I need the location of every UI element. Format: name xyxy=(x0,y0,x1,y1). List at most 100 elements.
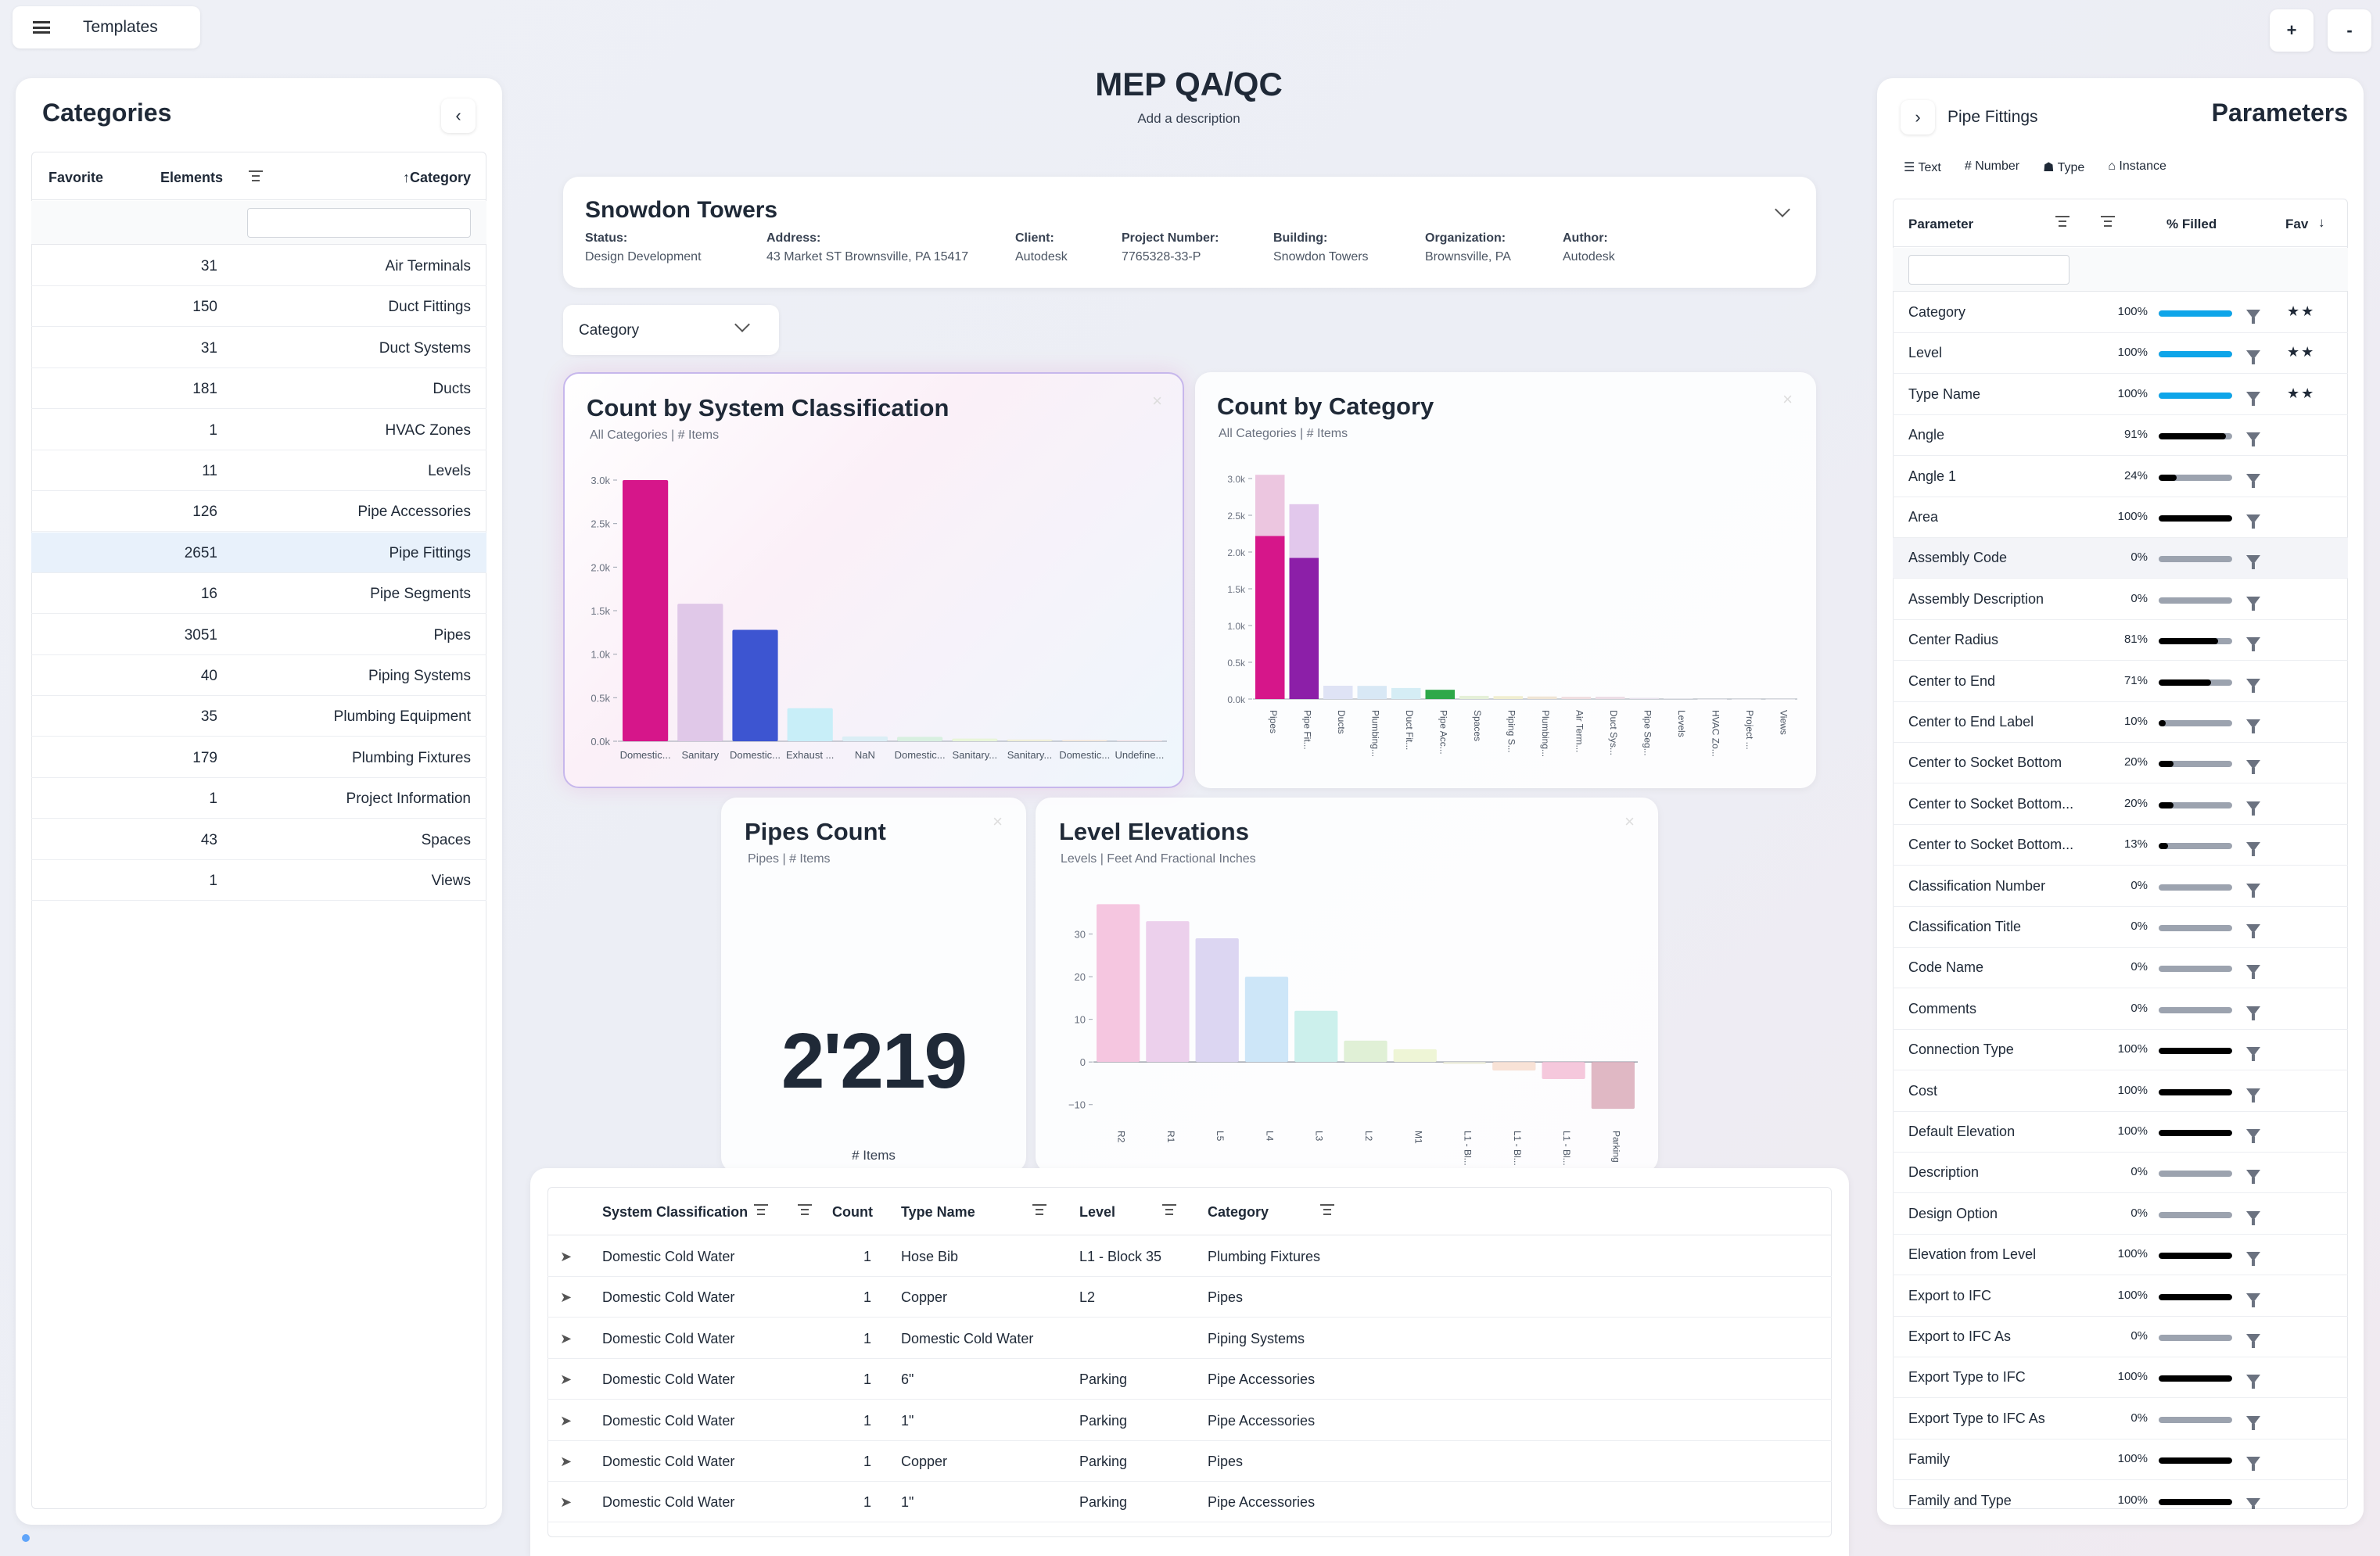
filter-funnel-icon[interactable] xyxy=(2246,1290,2260,1307)
table-row[interactable]: ➤ Domestic Cold Water 1 6" Parking Pipe Acces… xyxy=(547,1359,1832,1400)
category-row[interactable]: 16 Pipe Segments xyxy=(31,573,486,615)
filter-funnel-icon[interactable] xyxy=(2246,347,2260,365)
parameter-row[interactable]: Description 0% xyxy=(1893,1153,2348,1194)
category-row[interactable]: 150 Duct Fittings xyxy=(31,286,486,328)
filter-funnel-icon[interactable] xyxy=(2246,593,2260,611)
parameter-row[interactable]: Comments 0% xyxy=(1893,989,2348,1030)
row-select-icon[interactable]: ➤ xyxy=(560,1289,573,1306)
filter-instance-button[interactable]: ⌂ Instance xyxy=(2108,160,2166,173)
parameter-row[interactable]: Export to IFC 100% xyxy=(1893,1276,2348,1317)
table-row[interactable]: ➤ Domestic Cold Water 1 Hose Bib L1 - Block … xyxy=(547,1236,1832,1277)
category-row[interactable]: 181 Ducts xyxy=(31,368,486,410)
parameter-filter-input[interactable] xyxy=(1908,255,2069,285)
parameter-row[interactable]: Design Option 0% xyxy=(1893,1194,2348,1235)
row-select-icon[interactable]: ➤ xyxy=(560,1412,573,1429)
menu-button[interactable]: Templates xyxy=(13,6,200,48)
filter-icon[interactable] xyxy=(754,1204,768,1215)
category-row[interactable]: 1 Views xyxy=(31,860,486,901)
category-row[interactable]: 1 HVAC Zones xyxy=(31,410,486,450)
filter-funnel-icon[interactable] xyxy=(2246,676,2260,693)
close-icon[interactable]: × xyxy=(993,812,1003,831)
category-row[interactable]: 31 Air Terminals xyxy=(31,246,486,286)
count-header[interactable]: Count xyxy=(832,1204,873,1220)
category-filter-input[interactable] xyxy=(247,208,471,238)
parameter-column-header[interactable]: Parameter xyxy=(1908,217,1974,231)
row-select-icon[interactable]: ➤ xyxy=(560,1249,573,1264)
category-row[interactable]: 31 Duct Systems xyxy=(31,328,486,368)
filter-funnel-icon[interactable] xyxy=(2246,1003,2260,1020)
filter-funnel-icon[interactable] xyxy=(2246,921,2260,938)
filter-funnel-icon[interactable] xyxy=(2246,716,2260,733)
category-row[interactable]: 40 Piping Systems xyxy=(31,655,486,696)
filter-funnel-icon[interactable] xyxy=(2246,1126,2260,1143)
filter-funnel-icon[interactable] xyxy=(2246,634,2260,652)
parameter-row[interactable]: Export to IFC As 0% xyxy=(1893,1317,2348,1357)
zoom-out-button[interactable]: - xyxy=(2328,9,2371,52)
parameter-row[interactable]: Classification Title 0% xyxy=(1893,907,2348,948)
level-elevations-chart-card[interactable]: Level Elevations Levels | Feet And Fract… xyxy=(1036,798,1658,1173)
row-select-icon[interactable]: ➤ xyxy=(560,1371,573,1388)
parameter-row[interactable]: Center Radius 81% xyxy=(1893,620,2348,661)
category-row[interactable]: 11 Levels xyxy=(31,450,486,491)
category-column-header[interactable]: ↑Category xyxy=(402,170,471,185)
filled-column-header[interactable]: % Filled xyxy=(2166,217,2217,231)
filter-type-button[interactable]: ☗ Type xyxy=(2043,161,2085,174)
filter-funnel-icon[interactable] xyxy=(2246,880,2260,898)
parameter-row[interactable]: Center to End 71% xyxy=(1893,661,2348,702)
filter-icon[interactable] xyxy=(1162,1204,1176,1215)
filter-funnel-icon[interactable] xyxy=(2246,798,2260,816)
filter-funnel-icon[interactable] xyxy=(2246,511,2260,529)
row-select-icon[interactable]: ➤ xyxy=(560,1454,573,1469)
filter-funnel-icon[interactable] xyxy=(2246,1208,2260,1225)
page-description[interactable]: Add a description xyxy=(1137,111,1240,126)
system-classification-header[interactable]: System Classification xyxy=(602,1204,748,1220)
row-select-icon[interactable]: ➤ xyxy=(560,1330,573,1346)
parameter-row[interactable]: Level 100% ★★ xyxy=(1893,333,2348,375)
filter-funnel-icon[interactable] xyxy=(2246,962,2260,980)
filter-text-button[interactable]: ☰ Text xyxy=(1904,161,1941,174)
type-name-header[interactable]: Type Name xyxy=(901,1204,975,1220)
parameter-row[interactable]: Code Name 0% xyxy=(1893,948,2348,989)
filter-icon[interactable] xyxy=(1032,1204,1046,1215)
pipes-count-card[interactable]: Pipes Count Pipes | # Items × 2'219 # It… xyxy=(721,798,1026,1173)
category-row[interactable]: 2651 Pipe Fittings xyxy=(31,532,486,573)
table-row[interactable]: ➤ Domestic Cold Water 1 1" Parking Pipe Acces… xyxy=(547,1400,1832,1441)
parameter-row[interactable]: Default Elevation 100% xyxy=(1893,1112,2348,1153)
filter-funnel-icon[interactable] xyxy=(2246,1413,2260,1430)
filter-icon[interactable] xyxy=(798,1204,812,1215)
table-row[interactable]: ➤ Domestic Cold Water 1 1" Parking Pipe Acces… xyxy=(547,1482,1832,1523)
filter-funnel-icon[interactable] xyxy=(2246,757,2260,775)
filter-icon[interactable] xyxy=(2101,216,2115,227)
parameter-row[interactable]: Elevation from Level 100% xyxy=(1893,1235,2348,1276)
favorite-stars[interactable]: ★★ xyxy=(2287,385,2316,401)
favorite-stars[interactable]: ★★ xyxy=(2287,344,2316,360)
parameter-row[interactable]: Category 100% ★★ xyxy=(1893,292,2348,333)
category-row[interactable]: 43 Spaces xyxy=(31,819,486,860)
filter-funnel-icon[interactable] xyxy=(2246,429,2260,447)
favorite-stars[interactable]: ★★ xyxy=(2287,303,2316,319)
collapse-left-button[interactable]: ‹ xyxy=(441,99,476,133)
filter-icon[interactable] xyxy=(1320,1204,1334,1215)
filter-funnel-icon[interactable] xyxy=(2246,839,2260,857)
filter-funnel-icon[interactable] xyxy=(2246,307,2260,324)
parameter-row[interactable]: Area 100% xyxy=(1893,497,2348,538)
elements-column-header[interactable]: Elements xyxy=(160,170,224,185)
filter-funnel-icon[interactable] xyxy=(2246,1495,2260,1512)
parameter-row[interactable]: Angle 91% xyxy=(1893,415,2348,457)
close-icon[interactable]: × xyxy=(1152,391,1162,411)
group-by-dropdown[interactable]: Category xyxy=(563,305,779,355)
category-row[interactable]: 3051 Pipes xyxy=(31,615,486,655)
parameter-row[interactable]: Type Name 100% ★★ xyxy=(1893,375,2348,415)
table-row[interactable]: ➤ Domestic Cold Water 1 Copper L2 Pipes xyxy=(547,1277,1832,1318)
parameter-row[interactable]: Angle 1 24% xyxy=(1893,457,2348,497)
filter-funnel-icon[interactable] xyxy=(2246,1044,2260,1062)
filter-number-button[interactable]: # Number xyxy=(1964,160,2020,173)
parameter-row[interactable]: Center to Socket Bottom 20% xyxy=(1893,743,2348,784)
parameter-row[interactable]: Export Type to IFC As 0% xyxy=(1893,1399,2348,1439)
filter-funnel-icon[interactable] xyxy=(2246,389,2260,406)
category-header[interactable]: Category xyxy=(1208,1204,1269,1220)
table-row[interactable]: ➤ Domestic Cold Water 1 Copper Parking Pipes xyxy=(547,1441,1832,1482)
favorite-column-header[interactable]: Favorite xyxy=(48,170,104,185)
expand-right-button[interactable]: › xyxy=(1901,100,1935,134)
page-title[interactable]: MEP QA/QC xyxy=(1095,66,1283,102)
